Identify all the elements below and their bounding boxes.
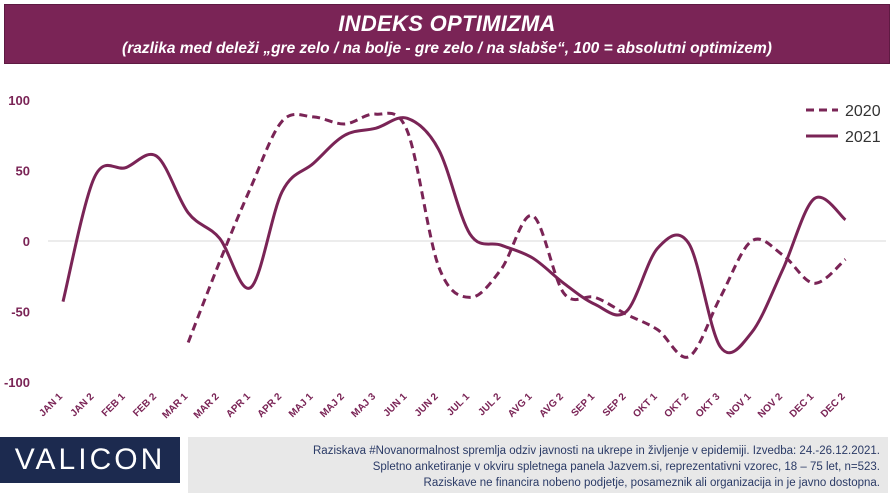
x-tick-label: AVG 1 xyxy=(506,391,535,420)
x-tick-label: MAR 1 xyxy=(161,391,191,421)
x-tick-label: OKT 3 xyxy=(694,391,723,420)
legend-label-2020: 2020 xyxy=(845,103,881,120)
x-tick-label: MAJ 1 xyxy=(287,391,316,420)
series-line-2021 xyxy=(61,116,847,355)
series-lines xyxy=(61,111,847,359)
x-tick-label: JUN 2 xyxy=(413,391,441,419)
x-tick-label: JAN 2 xyxy=(69,391,97,419)
y-tick-label: 100 xyxy=(8,93,30,108)
x-tick-label: NOV 2 xyxy=(756,391,785,420)
legend: 2020 2021 xyxy=(806,103,881,146)
chart-title: INDEKS OPTIMIZMA xyxy=(338,11,556,36)
x-tick-label: MAJ 3 xyxy=(350,391,379,420)
x-tick-label: SEP 1 xyxy=(570,391,598,419)
x-tick-label: FEB 2 xyxy=(131,391,159,419)
x-tick-label: MAJ 2 xyxy=(318,391,347,420)
footer-line-3: Raziskave ne financira nobeno podjetje, … xyxy=(423,477,880,489)
x-tick-label: FEB 1 xyxy=(100,391,128,419)
footer-line-2: Spletno anketiranje v okviru spletnega p… xyxy=(372,461,880,473)
x-axis-ticks: JAN 1 JAN 2 FEB 1 FEB 2 MAR 1 MAR 2 APR 1 APR 2… xyxy=(37,391,848,421)
chart-subtitle: (razlika med deleži „gre zelo / na bolje… xyxy=(122,40,772,57)
y-tick-label: 50 xyxy=(16,164,30,179)
x-tick-label: AVG 2 xyxy=(537,391,566,420)
y-tick-label: 0 xyxy=(23,234,30,249)
footer-line-1: Raziskava #Novanormalnost spremlja odziv… xyxy=(313,445,880,457)
footer-note: Raziskava #Novanormalnost spremlja odziv… xyxy=(188,437,888,493)
x-tick-label: JUL 1 xyxy=(445,391,472,418)
x-tick-label: SEP 2 xyxy=(601,391,629,419)
x-tick-label: JUN 1 xyxy=(382,391,410,419)
y-tick-label: -50 xyxy=(11,305,30,320)
x-tick-label: MAR 2 xyxy=(192,391,222,421)
x-tick-label: JUL 2 xyxy=(476,391,503,418)
x-tick-label: OKT 2 xyxy=(663,391,692,420)
x-tick-label: JAN 1 xyxy=(37,391,65,419)
series-line-2020 xyxy=(186,111,847,359)
chart-header: INDEKS OPTIMIZMA (razlika med deleži „gr… xyxy=(4,4,890,64)
x-tick-label: DEC 2 xyxy=(819,391,848,420)
y-tick-label: -100 xyxy=(4,375,30,390)
valicon-logo: VALICON xyxy=(0,437,180,483)
x-tick-label: DEC 1 xyxy=(788,391,817,420)
logo-text: VALICON xyxy=(14,443,166,476)
x-tick-label: APR 2 xyxy=(256,391,285,420)
x-tick-label: NOV 1 xyxy=(725,391,754,420)
y-axis-ticks: 100 50 0 -50 -100 xyxy=(4,93,30,390)
x-tick-label: APR 1 xyxy=(224,391,253,420)
x-tick-label: OKT 1 xyxy=(631,391,660,420)
legend-label-2021: 2021 xyxy=(845,129,881,146)
